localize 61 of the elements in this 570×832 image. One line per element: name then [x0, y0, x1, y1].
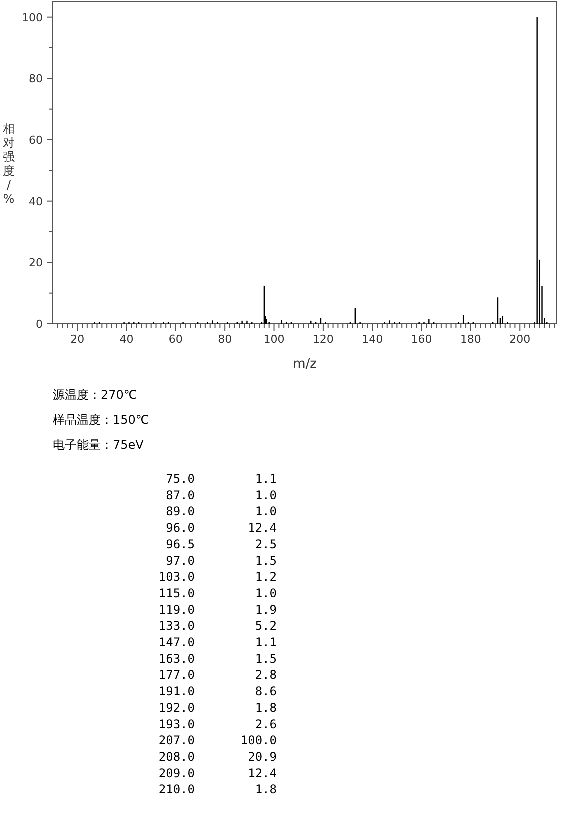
text: 1.5 — [255, 652, 277, 666]
text: 1.1 — [255, 472, 277, 486]
category-label: 192.0 — [158, 700, 195, 715]
x-tick-label: 200 — [510, 333, 531, 346]
text: 8.6 — [255, 684, 277, 699]
text: 1.8 — [255, 700, 277, 715]
category-label: 207.0 — [158, 734, 195, 748]
x-tick-label: 60 — [168, 333, 183, 346]
text: 20.9 — [248, 750, 277, 764]
x-axis-title: m/z — [293, 357, 318, 372]
category-label: 103.0 — [158, 570, 195, 584]
y-axis-title: 相对强度/% — [3, 122, 15, 206]
x-tick-label: 100 — [264, 333, 285, 346]
x-tick-label: 40 — [120, 333, 134, 346]
category-label: 193.0 — [158, 717, 195, 732]
text: 100.0 — [240, 734, 277, 748]
y-tick-label: 60 — [29, 134, 43, 147]
category-label: 96.0 — [166, 521, 195, 536]
text: 2.8 — [255, 668, 277, 682]
text: 1.0 — [255, 586, 277, 600]
category-label: 147.0 — [158, 636, 195, 650]
text: 12.4 — [248, 521, 277, 536]
category-label: 119.0 — [158, 602, 195, 617]
text: 2.6 — [255, 717, 277, 732]
text: 1.2 — [255, 570, 277, 584]
x-tick-label: 120 — [312, 333, 334, 346]
category-label: 96.5 — [166, 537, 195, 552]
text: 5.2 — [255, 619, 277, 634]
category-label: 177.0 — [158, 668, 195, 682]
x-tick-label: 140 — [362, 333, 384, 346]
text: 样品温度：150℃ — [53, 413, 150, 427]
category-label: 115.0 — [158, 586, 195, 600]
category-label: 75.0 — [166, 472, 195, 486]
y-tick-label: 100 — [22, 11, 43, 24]
y-tick-label: 0 — [36, 318, 43, 331]
text: 12.4 — [248, 766, 277, 780]
x-tick-label: 180 — [460, 333, 482, 346]
text: 1.9 — [255, 602, 277, 617]
category-label: 191.0 — [158, 684, 195, 699]
category-label: 133.0 — [158, 619, 195, 634]
text: 1.0 — [255, 504, 277, 519]
category-label: 209.0 — [158, 766, 195, 780]
x-tick-label: 20 — [70, 333, 85, 346]
y-tick-label: 80 — [29, 72, 43, 86]
x-tick-label: 160 — [411, 333, 432, 346]
text: 源温度：270℃ — [53, 388, 138, 402]
text: 电子能量：75eV — [53, 438, 145, 452]
category-label: 87.0 — [166, 488, 195, 502]
category-label: 97.0 — [166, 554, 195, 568]
text: 1.8 — [255, 782, 277, 797]
text: 1.5 — [255, 554, 277, 568]
y-tick-label: 40 — [29, 195, 43, 208]
category-label: 210.0 — [158, 782, 195, 797]
text: 1.0 — [255, 488, 277, 502]
category-label: 208.0 — [158, 750, 195, 764]
x-tick-label: 80 — [218, 333, 232, 346]
category-label: 89.0 — [166, 504, 195, 519]
y-tick-label: 20 — [29, 256, 43, 270]
category-label: 163.0 — [158, 652, 195, 666]
text: 2.5 — [255, 537, 277, 552]
text: 1.1 — [255, 636, 277, 650]
